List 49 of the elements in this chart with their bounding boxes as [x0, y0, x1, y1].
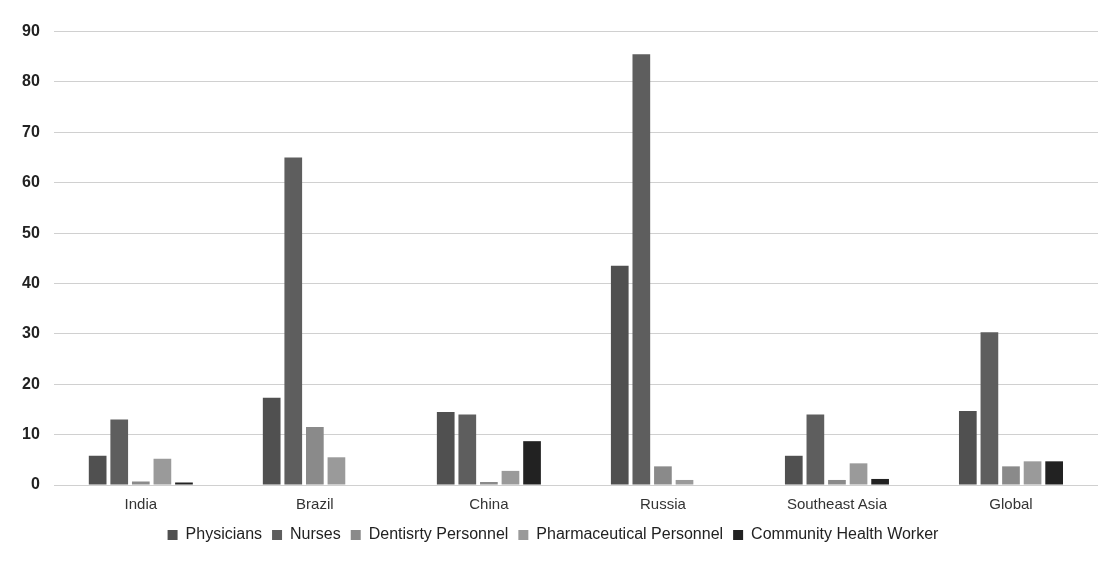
bar [436, 411, 455, 485]
bar [980, 332, 999, 485]
legend-label: Dentisrty Personnel [368, 525, 509, 543]
legend-label: Physicians [185, 525, 263, 543]
bar [849, 463, 868, 485]
bar [306, 427, 324, 485]
x-tick-label: Southeast Asia [786, 495, 888, 513]
bar [175, 482, 193, 485]
legend-label: Pharmaceutical Personnel [536, 525, 724, 543]
y-tick-label: 50 [22, 223, 40, 241]
bar [131, 481, 150, 485]
bar [327, 457, 346, 485]
y-tick-label: 10 [22, 425, 40, 443]
y-tick-label: 80 [22, 72, 40, 90]
bar [632, 54, 651, 485]
bar [88, 455, 107, 485]
bar [1045, 461, 1063, 485]
bar [480, 481, 498, 485]
bar [458, 414, 477, 485]
bar [501, 470, 520, 485]
bar [523, 441, 541, 485]
x-tick-label: Russia [639, 495, 687, 513]
x-tick-label: China [469, 495, 510, 513]
x-tick-label: Brazil [296, 495, 334, 513]
bar [284, 157, 303, 485]
y-tick-label: 30 [22, 324, 40, 342]
bar [784, 455, 803, 485]
bar [262, 397, 281, 485]
bar [1023, 461, 1042, 485]
bar [1002, 466, 1020, 485]
y-tick-label: 90 [22, 22, 40, 40]
y-tick-label: 20 [22, 374, 40, 392]
bar [675, 479, 694, 485]
x-tick-label: Global [989, 495, 1033, 513]
y-tick-label: 0 [30, 475, 40, 493]
bar [828, 479, 846, 485]
bar [654, 466, 672, 485]
y-tick-label: 40 [22, 273, 40, 291]
bar [110, 419, 129, 485]
bar [871, 478, 889, 485]
y-tick-label: 60 [22, 173, 40, 191]
bar [958, 410, 977, 485]
legend-label: Community Health Worker [751, 525, 940, 543]
legend-label: Nurses [290, 525, 341, 543]
bar [806, 414, 825, 485]
bar [610, 265, 629, 485]
y-tick-label: 70 [22, 122, 40, 140]
bar [153, 458, 172, 485]
x-tick-label: India [124, 495, 158, 513]
